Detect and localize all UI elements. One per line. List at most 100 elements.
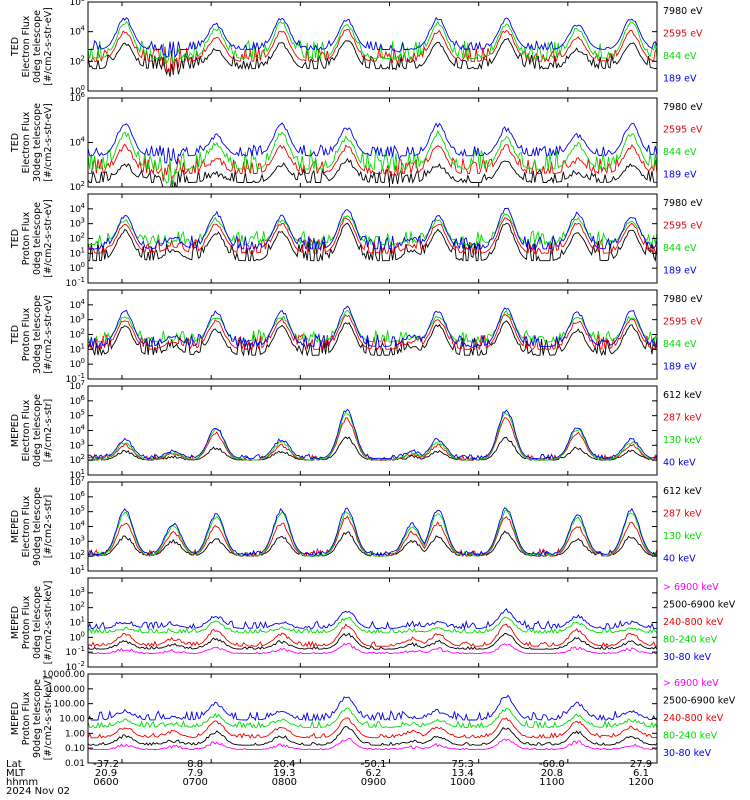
time-tick-hhmm: 0700 bbox=[182, 777, 207, 788]
y-tick-exponent: 6 bbox=[81, 490, 86, 498]
y-tick-label: 10 bbox=[70, 523, 82, 533]
time-tick-mlt: 19.3 bbox=[273, 768, 295, 779]
y-axis-label-line: MEPED bbox=[10, 606, 21, 639]
y-tick-label: 10 bbox=[70, 345, 82, 355]
legend-entry: 80-240 keV bbox=[663, 635, 718, 646]
y-tick-label: 1.00 bbox=[65, 729, 85, 739]
y-tick-label: 10000.00 bbox=[42, 670, 85, 680]
y-tick-label: 10 bbox=[70, 478, 82, 488]
y-axis-label-line: [#/cm2-s-str] bbox=[43, 399, 54, 462]
y-tick-label: 10 bbox=[70, 205, 82, 215]
series-4-1 bbox=[88, 320, 657, 357]
y-axis-label-line: TED bbox=[10, 37, 21, 57]
y-tick-label: 10 bbox=[70, 508, 82, 518]
series-3-4 bbox=[88, 207, 657, 251]
legend-entry: 2595 eV bbox=[663, 29, 703, 40]
time-tick-mlt: 13.4 bbox=[452, 768, 474, 779]
legend-entry: 844 eV bbox=[663, 51, 697, 62]
y-tick-exponent: 2 bbox=[81, 232, 85, 240]
time-tick-lat: 8.8 bbox=[187, 759, 203, 770]
series-1-2 bbox=[88, 28, 657, 73]
y-tick-label: 10 bbox=[70, 264, 82, 274]
y-tick-label: 100.00 bbox=[54, 700, 86, 710]
y-tick-label: 10 bbox=[66, 279, 78, 289]
y-axis-label: MEPED Proton Flux 0deg telescope [#/cm2-s-s… bbox=[10, 581, 54, 665]
series-6-4 bbox=[88, 507, 657, 556]
series-6-2 bbox=[88, 515, 657, 558]
y-tick-exponent: 3 bbox=[81, 438, 85, 446]
y-tick-label: 10.00 bbox=[59, 715, 85, 725]
series-7-3 bbox=[88, 623, 657, 648]
y-tick-exponent: 0 bbox=[81, 357, 85, 365]
legend-entry: 612 keV bbox=[663, 486, 702, 497]
legend-entry: 40 keV bbox=[663, 554, 696, 565]
y-tick-label: 10 bbox=[66, 375, 78, 385]
y-tick-label: 10 bbox=[66, 648, 78, 658]
y-axis-label-line: TED bbox=[10, 133, 21, 153]
y-tick-label: 10 bbox=[70, 589, 82, 599]
y-tick-label: 10 bbox=[70, 552, 82, 562]
y-axis-label-line: [#/cm2-s-str-eV] bbox=[43, 295, 54, 374]
series-1-1 bbox=[88, 37, 657, 77]
y-tick-exponent: -1 bbox=[78, 645, 85, 653]
y-axis-label-line: [#/cm2-s-str-eV] bbox=[43, 199, 54, 278]
legend-entry: 844 eV bbox=[663, 339, 697, 350]
y-tick-label: 10 bbox=[70, 427, 82, 437]
y-axis-label-line: Proton Flux bbox=[21, 211, 32, 265]
series-1-4 bbox=[88, 16, 657, 59]
time-tick-lat: 27.9 bbox=[630, 759, 652, 770]
y-tick-exponent: 0 bbox=[81, 84, 85, 92]
series-5-3 bbox=[88, 411, 657, 461]
y-tick-exponent: 0 bbox=[81, 261, 85, 269]
time-row-label-date: 2024 Nov 02 bbox=[6, 786, 70, 797]
y-tick-exponent: 3 bbox=[81, 217, 85, 225]
y-tick-label: 10 bbox=[70, 633, 82, 643]
legend-entry: 189 eV bbox=[663, 362, 697, 373]
y-tick-label: 10 bbox=[70, 301, 82, 311]
y-tick-exponent: 3 bbox=[81, 534, 85, 542]
y-tick-exponent: 2 bbox=[81, 453, 85, 461]
y-tick-exponent: 3 bbox=[81, 586, 85, 594]
y-axis-label-line: Electron Flux bbox=[21, 495, 32, 557]
y-axis-label-line: MEPED bbox=[10, 414, 21, 447]
legend-entry: 189 eV bbox=[663, 74, 697, 85]
y-tick-label: 10 bbox=[70, 139, 82, 149]
y-tick-label: 10 bbox=[70, 493, 82, 503]
y-tick-label: 10 bbox=[70, 331, 82, 341]
y-tick-exponent: 4 bbox=[81, 298, 86, 306]
y-tick-label: 10 bbox=[70, 0, 82, 8]
time-row-label-hhmm: hhmm bbox=[6, 777, 38, 788]
y-tick-exponent: 2 bbox=[81, 328, 85, 336]
series-2-1 bbox=[88, 157, 657, 187]
y-axis-label-line: 0deg telescope bbox=[32, 586, 43, 659]
time-tick-lat: 75.3 bbox=[452, 759, 474, 770]
y-tick-exponent: 4 bbox=[81, 25, 86, 33]
y-tick-label: 10 bbox=[70, 604, 82, 614]
series-5-1 bbox=[88, 436, 657, 462]
series-4-2 bbox=[88, 314, 657, 351]
y-tick-exponent: 1 bbox=[81, 564, 85, 572]
y-axis-label: MEPED Proton Flux 90deg telescope [#/cm2-s-… bbox=[10, 677, 54, 761]
series-7-5 bbox=[88, 608, 657, 630]
y-tick-label: 10 bbox=[70, 456, 82, 466]
legend-entry: 612 keV bbox=[663, 390, 702, 401]
y-tick-exponent: 1 bbox=[81, 342, 85, 350]
y-axis-label-line: TED bbox=[10, 325, 21, 345]
y-tick-label: 0.10 bbox=[65, 744, 85, 754]
y-axis-label-line: 30deg telescope bbox=[32, 103, 43, 182]
legend-entry: 7980 eV bbox=[663, 102, 703, 113]
series-8-4 bbox=[88, 707, 657, 729]
series-3-1 bbox=[88, 222, 657, 263]
plot-frame bbox=[87, 1, 658, 92]
y-axis-label-line: 0deg telescope bbox=[32, 202, 43, 275]
y-axis-label-line: [#/cm2-s-str] bbox=[43, 495, 54, 558]
y-axis-label-line: [#/cm2-s-str-eV] bbox=[43, 7, 54, 86]
series-8-2 bbox=[88, 726, 657, 746]
legend-entry: 30-80 keV bbox=[663, 748, 712, 759]
